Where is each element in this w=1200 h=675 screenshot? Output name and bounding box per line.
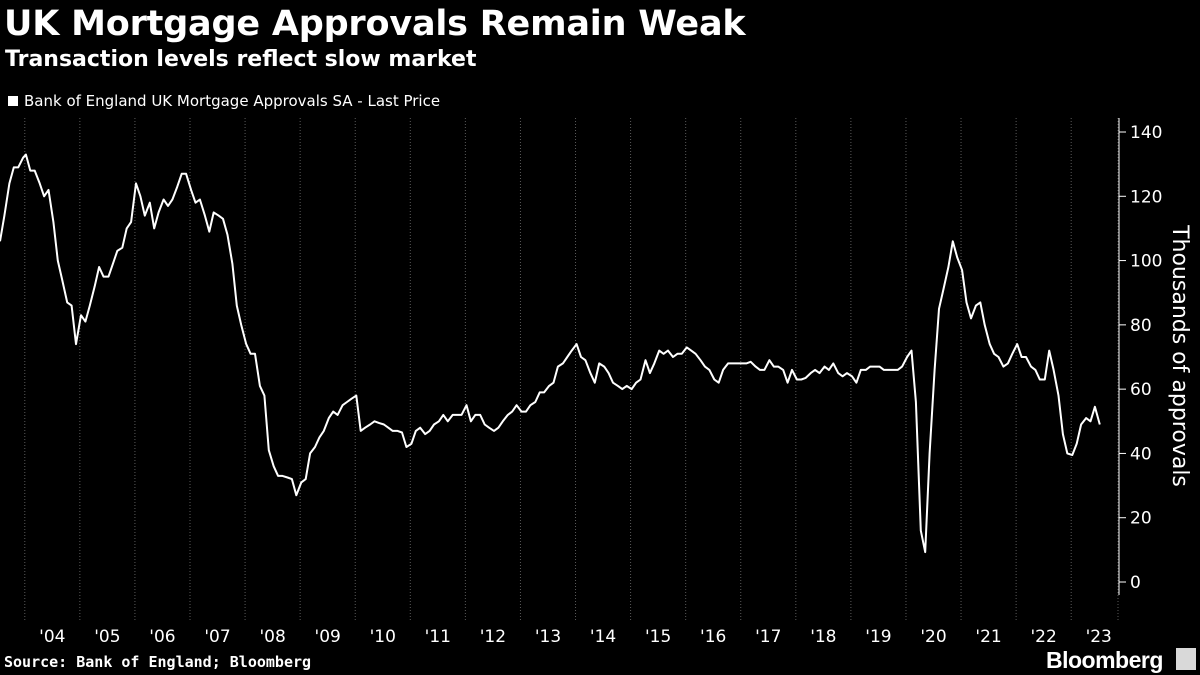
bloomberg-terminal-icon: [1176, 648, 1196, 670]
x-tick-label: '12: [480, 627, 506, 647]
x-tick-label: '17: [755, 627, 781, 647]
chart-legend: Bank of England UK Mortgage Approvals SA…: [8, 90, 440, 112]
y-tick-label: 0: [1130, 573, 1141, 593]
x-tick-label: '21: [975, 627, 1001, 647]
x-tick-label: '09: [315, 627, 341, 647]
y-tick-label: 120: [1130, 187, 1162, 207]
chart-subtitle: Transaction levels reflect slow market: [5, 47, 477, 72]
y-tick-label: 80: [1130, 316, 1152, 336]
x-tick-label: '19: [865, 627, 891, 647]
x-tick-label: '06: [149, 627, 175, 647]
x-tick-label: '05: [94, 627, 120, 647]
y-tick-label: 60: [1130, 380, 1152, 400]
x-tick-label: '04: [39, 627, 65, 647]
x-tick-label: '22: [1030, 627, 1056, 647]
y-tick-label: 100: [1130, 252, 1162, 272]
x-tick-label: '16: [700, 627, 726, 647]
source-note: Source: Bank of England; Bloomberg: [4, 653, 312, 671]
y-tick-label: 40: [1130, 444, 1152, 464]
x-tick-label: '07: [204, 627, 230, 647]
x-tick-label: '23: [1086, 627, 1112, 647]
chart-title: UK Mortgage Approvals Remain Weak: [4, 4, 746, 44]
x-tick-label: '10: [370, 627, 396, 647]
legend-swatch-icon: [8, 96, 18, 106]
x-tick-label: '18: [810, 627, 836, 647]
x-tick-label: '13: [535, 627, 561, 647]
legend-label: Bank of England UK Mortgage Approvals SA…: [24, 92, 441, 110]
y-tick-label: 20: [1130, 509, 1152, 529]
x-tick-label: '15: [645, 627, 671, 647]
series-line-mortgage-approvals: [0, 153, 1101, 554]
bloomberg-logo: Bloomberg: [1046, 647, 1163, 673]
y-axis-label: Thousands of approvals: [1167, 224, 1192, 487]
x-tick-label: '11: [425, 627, 451, 647]
y-tick-label: 140: [1130, 123, 1162, 143]
grid-layer: [24, 118, 1119, 620]
series-layer: [0, 153, 1101, 554]
x-tick-label: '08: [259, 627, 285, 647]
x-tick-label: '14: [590, 627, 616, 647]
axis-layer: '04 '05 '06 '07 '08 '09 '10 '11 '12 '13 '14 '15 '16 '…: [39, 118, 1162, 647]
x-tick-label: '20: [920, 627, 946, 647]
